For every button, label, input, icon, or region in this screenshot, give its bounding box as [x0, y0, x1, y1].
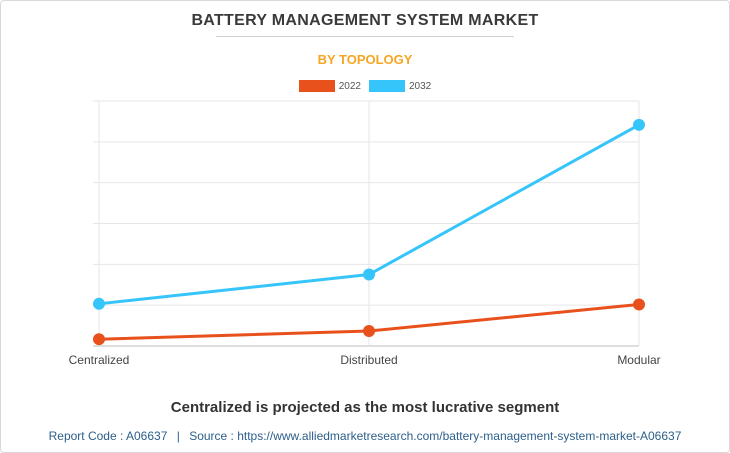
- data-point-2032-centralized: [93, 297, 105, 310]
- legend-item-2032[interactable]: 2032: [369, 80, 431, 92]
- title-divider: [216, 36, 514, 37]
- data-point-2022-distributed: [363, 325, 375, 338]
- source-link[interactable]: Source : https://www.alliedmarketresearc…: [189, 429, 682, 443]
- legend-swatch-2032: [369, 80, 405, 92]
- legend-label-2032: 2032: [409, 80, 432, 92]
- x-tick-label-distributed: Distributed: [340, 353, 397, 367]
- x-tick-label-modular: Modular: [617, 353, 660, 367]
- legend: 2022 2032: [0, 80, 730, 92]
- chart-caption: Centralized is projected as the most luc…: [170, 399, 560, 416]
- chart-title: BATTERY MANAGEMENT SYSTEM MARKET: [191, 12, 539, 29]
- footer-separator: |: [176, 429, 180, 443]
- footer: Report Code : A06637 | Source : https://…: [0, 429, 730, 443]
- legend-label-2022: 2022: [338, 80, 361, 92]
- data-point-2032-modular: [633, 118, 645, 131]
- data-point-2032-distributed: [363, 268, 375, 281]
- legend-item-2022[interactable]: 2022: [298, 80, 361, 92]
- x-tick-label-centralized: Centralized: [69, 353, 130, 367]
- chart-subtitle: BY TOPOLOGY: [317, 52, 413, 67]
- data-point-2022-centralized: [93, 333, 105, 346]
- report-code: Report Code : A06637: [48, 429, 168, 443]
- legend-swatch-2022: [298, 80, 335, 92]
- data-point-2022-modular: [633, 298, 645, 311]
